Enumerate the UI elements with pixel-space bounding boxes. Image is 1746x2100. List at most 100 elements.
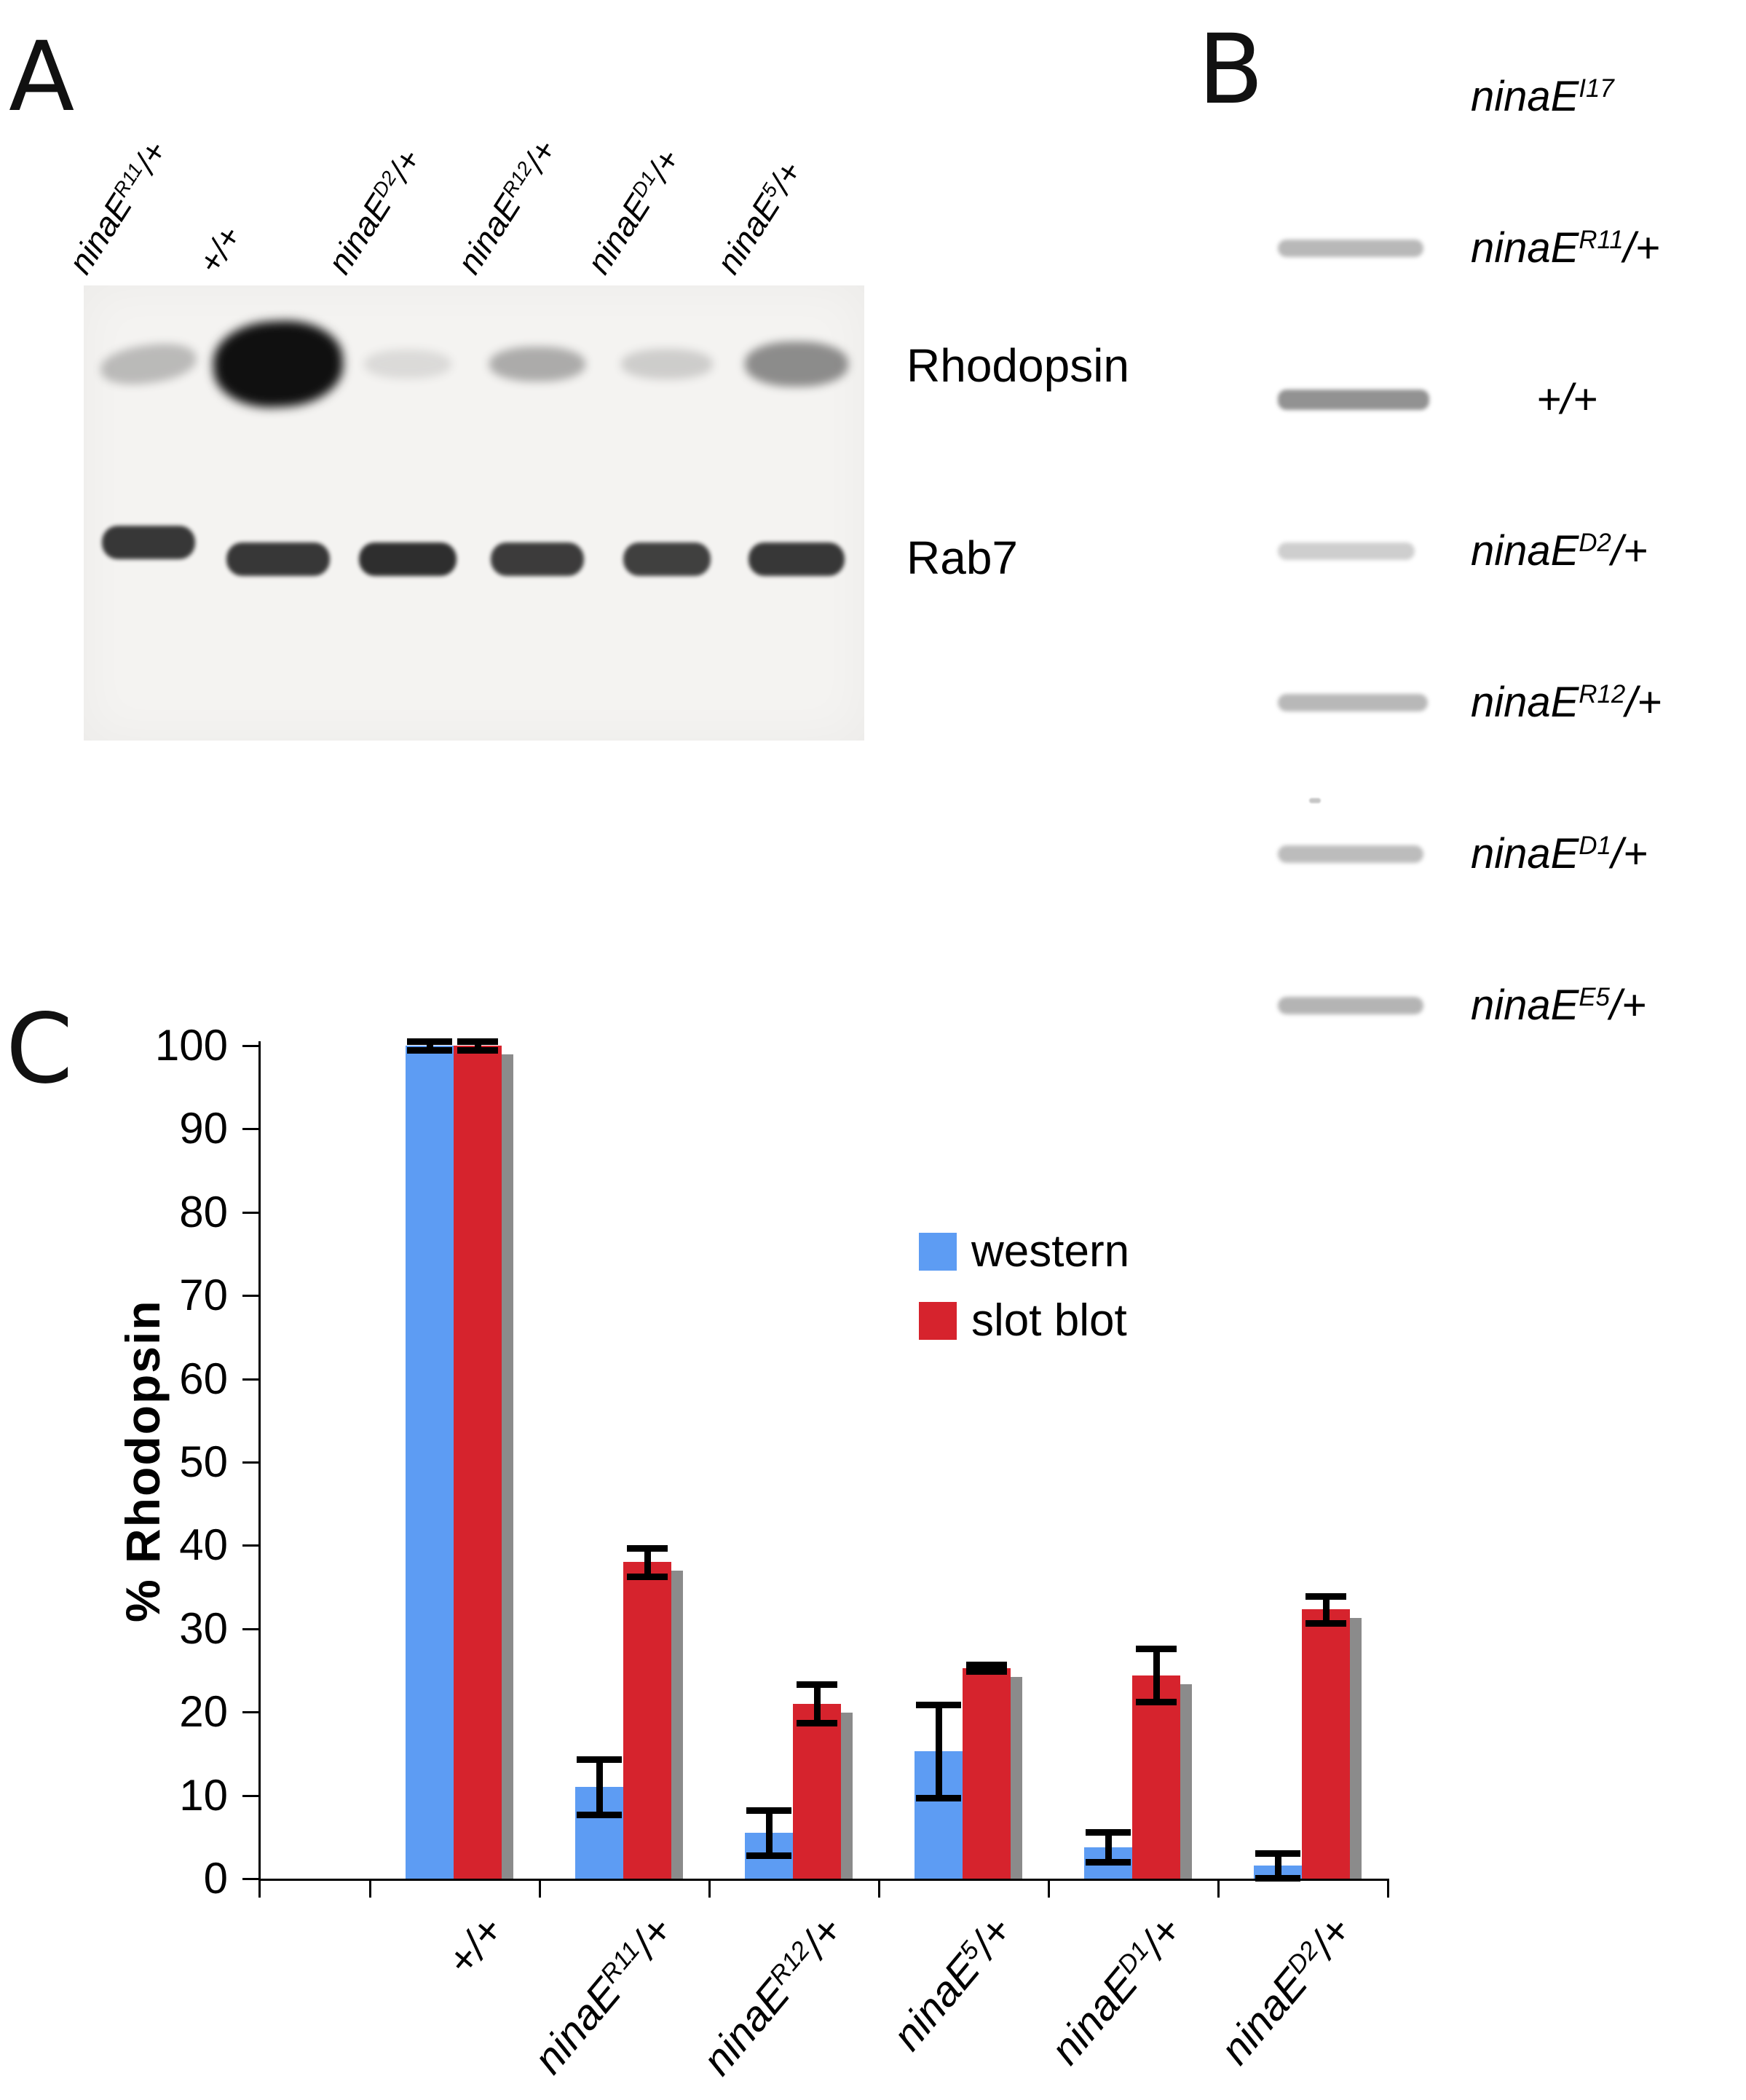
rab7-band-lane-1: [226, 542, 330, 576]
genotype-superscript: R11: [108, 159, 147, 201]
slot-blot-row-label-5: ninaED1/+: [1471, 830, 1648, 877]
error-bar-western-0-cap-bottom: [407, 1046, 452, 1054]
error-bar-slotblot-2-cap-bottom: [797, 1720, 837, 1727]
genotype-superscript: D2: [1579, 528, 1611, 557]
slot-blot-row-label-0: ninaEI17: [1471, 73, 1614, 120]
y-tick-label-70: 70: [179, 1271, 228, 1320]
rhodopsin-band-lane-5: [745, 342, 848, 387]
error-bar-western-2-cap-bottom: [746, 1852, 791, 1859]
y-tick-30: [242, 1627, 258, 1630]
y-axis-line: [258, 1041, 261, 1881]
panel-c-letter: C: [6, 993, 74, 1105]
x-category-label-1: ninaER11/+: [524, 1907, 683, 2083]
error-bar-slotblot-4-cap-top: [1136, 1646, 1177, 1653]
slot-blot-row-label-3: ninaED2/+: [1471, 527, 1648, 575]
y-tick-100: [242, 1045, 258, 1047]
x-category-label-0: +/+: [437, 1907, 513, 1985]
error-bar-slotblot-5-stem: [1322, 1596, 1330, 1623]
x-tick-5: [1048, 1879, 1050, 1898]
legend-label-western: western: [971, 1226, 1130, 1276]
bar-western-0: [406, 1046, 454, 1879]
error-bar-western-3-stem: [935, 1704, 942, 1799]
error-bar-slotblot-4-cap-bottom: [1136, 1699, 1177, 1706]
error-bar-western-1-cap-top: [577, 1756, 622, 1764]
slot-blot-band-4: [1278, 694, 1428, 711]
panel-b-letter: B: [1198, 14, 1264, 126]
y-tick-label-10: 10: [179, 1770, 228, 1820]
bar-slotblot-5: [1302, 1609, 1350, 1879]
error-bar-western-2-stem: [765, 1810, 773, 1855]
rhodopsin-band-lane-4: [621, 349, 713, 379]
bar-slotblot-2: [793, 1703, 841, 1879]
genotype-superscript: D1: [627, 167, 660, 201]
error-bar-slotblot-4-stem: [1153, 1649, 1160, 1702]
rab7-band-lane-2: [359, 542, 457, 576]
y-tick-label-50: 50: [179, 1437, 228, 1486]
y-tick-label-60: 60: [179, 1354, 228, 1403]
slot-blot-row-label-4: ninaER12/+: [1471, 679, 1662, 726]
blot-artifact-speck: [1309, 798, 1321, 803]
error-bar-western-4-cap-top: [1086, 1828, 1131, 1836]
genotype-superscript: R11: [595, 1935, 646, 1989]
y-tick-70: [242, 1295, 258, 1298]
error-bar-slotblot-3-cap-bottom: [966, 1668, 1007, 1675]
slot-blot-band-6: [1278, 997, 1423, 1014]
error-bar-slotblot-1-stem: [644, 1547, 651, 1576]
bar-slotblot-1: [623, 1562, 671, 1879]
rab7-band-lane-0: [102, 526, 195, 559]
x-tick-4: [878, 1879, 880, 1898]
lane-label-3: ninaER12/+: [449, 133, 564, 280]
lane-label-1: +/+: [190, 218, 249, 280]
error-bar-western-5-cap-bottom: [1255, 1874, 1300, 1882]
western-blot-image: [84, 285, 864, 741]
lane-label-0: ninaER11/+: [60, 133, 175, 280]
error-bar-western-0-stem: [426, 1041, 433, 1050]
error-bar-western-1-cap-bottom: [577, 1811, 622, 1818]
error-bar-western-3-cap-bottom: [916, 1795, 961, 1802]
slot-blot-row-label-1: ninaER11/+: [1471, 224, 1660, 272]
y-tick-0: [242, 1878, 258, 1880]
genotype-superscript: D1: [1112, 1935, 1155, 1979]
bar-shadow-0: [502, 1054, 513, 1879]
error-bar-slotblot-2-cap-top: [797, 1681, 837, 1689]
y-tick-label-90: 90: [179, 1104, 228, 1153]
error-bar-slotblot-5-cap-bottom: [1305, 1619, 1346, 1627]
genotype-superscript: R12: [1579, 679, 1626, 708]
x-tick-7: [1387, 1879, 1389, 1898]
genotype-superscript: D1: [1579, 831, 1611, 860]
slot-blot-band-2: [1278, 390, 1429, 410]
x-category-label-4: ninaED1/+: [1041, 1907, 1192, 2074]
rab7-band-lane-4: [623, 542, 711, 576]
error-bar-western-0-cap-top: [407, 1038, 452, 1046]
x-tick-6: [1217, 1879, 1220, 1898]
slot-blot-band-1: [1278, 240, 1423, 257]
y-tick-label-30: 30: [179, 1603, 228, 1653]
y-tick-20: [242, 1711, 258, 1714]
y-tick-40: [242, 1544, 258, 1547]
lane-label-5: ninaE5/+: [708, 154, 810, 280]
error-bar-slotblot-3-cap-top: [966, 1661, 1007, 1668]
genotype-superscript: I17: [1579, 74, 1614, 103]
genotype-superscript: R12: [763, 1935, 815, 1990]
x-tick-2: [539, 1879, 541, 1898]
error-bar-slotblot-2-stem: [813, 1684, 821, 1724]
x-tick-3: [708, 1879, 711, 1898]
legend-swatch-western: [919, 1233, 957, 1271]
genotype-superscript: 5: [954, 1935, 985, 1965]
slot-blot-row-label-6: ninaEE5/+: [1471, 982, 1646, 1029]
y-tick-label-80: 80: [179, 1187, 228, 1236]
bar-slotblot-0: [454, 1046, 502, 1879]
bar-shadow-2: [841, 1712, 853, 1879]
rab7-band-lane-5: [748, 542, 845, 576]
bar-slotblot-4: [1132, 1675, 1180, 1879]
x-category-label-5: ninaED2/+: [1211, 1907, 1362, 2074]
genotype-superscript: E5: [1579, 982, 1610, 1011]
error-bar-slotblot-0-stem: [474, 1041, 481, 1050]
y-tick-label-100: 100: [154, 1021, 228, 1070]
bar-shadow-4: [1180, 1683, 1192, 1879]
error-bar-western-1-stem: [596, 1759, 603, 1815]
rhodopsin-band-lane-3: [489, 347, 585, 382]
bar-slotblot-3: [963, 1667, 1011, 1879]
slot-blot-row-label-2: +/+: [1536, 376, 1597, 423]
